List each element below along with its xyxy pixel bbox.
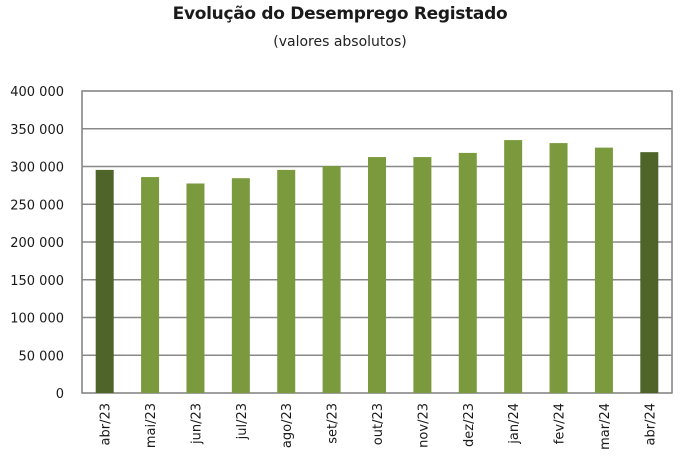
y-tick-label: 350 000 — [10, 123, 64, 138]
bar-abr-23 — [95, 169, 114, 393]
bar-jul-23 — [231, 178, 250, 393]
y-tick-label: 300 000 — [10, 161, 64, 176]
x-tick-label: jul/23 — [235, 403, 250, 440]
x-tick-label: jun/23 — [189, 403, 204, 445]
x-tick-label: abr/23 — [99, 403, 114, 446]
y-tick-label: 100 000 — [10, 312, 64, 327]
y-axis-ticks: 0 50 000 100 000 150 000 200 000 250 000 300 0… — [10, 85, 64, 402]
x-tick-label: jan/24 — [507, 403, 522, 445]
x-tick-label: mai/23 — [144, 403, 159, 448]
y-tick-label: 150 000 — [10, 274, 64, 289]
y-tick-label: 0 — [56, 387, 64, 402]
bar-mai-23 — [141, 177, 160, 393]
x-tick-label: nov/23 — [416, 403, 431, 448]
bar-set-23 — [322, 166, 341, 393]
bar-ago-23 — [277, 169, 296, 393]
y-tick-label: 50 000 — [19, 349, 65, 364]
x-tick-label: fev/24 — [553, 403, 568, 444]
x-tick-label: ago/23 — [280, 403, 295, 448]
bar-dez-23 — [458, 152, 477, 393]
x-tick-label: set/23 — [326, 403, 341, 444]
chart-title: Evolução do Desemprego Registado — [172, 4, 508, 24]
x-tick-label: abr/24 — [643, 403, 658, 446]
bar-jun-23 — [186, 183, 205, 393]
y-tick-label: 250 000 — [10, 198, 64, 213]
chart-subtitle: (valores absolutos) — [273, 34, 407, 50]
x-axis-ticks: abr/23 mai/23 jun/23 jul/23 ago/23 set/23 out/… — [99, 403, 659, 450]
x-tick-label: out/23 — [371, 403, 386, 445]
bar-out-23 — [368, 157, 386, 393]
bar-fev-24 — [549, 143, 568, 393]
x-tick-label: dez/23 — [462, 403, 477, 447]
bar-jan-24 — [504, 140, 523, 393]
bar-abr-24 — [640, 152, 659, 393]
bars — [95, 140, 659, 393]
bar-mar-24 — [594, 147, 613, 393]
y-tick-label: 200 000 — [10, 236, 64, 251]
y-tick-label: 400 000 — [10, 85, 64, 100]
x-tick-label: mar/24 — [598, 403, 613, 450]
bar-nov-23 — [413, 157, 432, 393]
